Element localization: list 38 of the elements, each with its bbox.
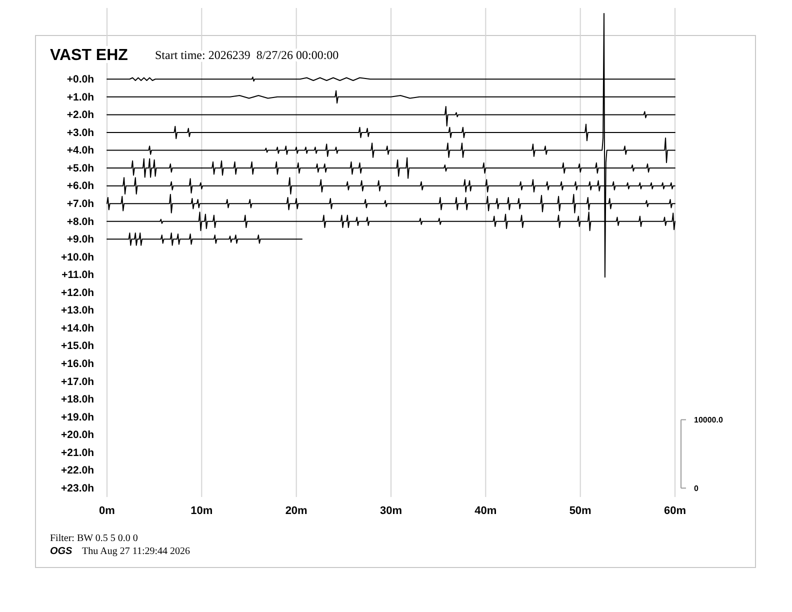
x-tick-label: 30m	[380, 504, 402, 517]
y-tick-label: +5.0h	[66, 162, 94, 174]
y-tick-label: +11.0h	[62, 269, 94, 282]
x-tick-label: 40m	[474, 504, 497, 517]
y-tick-label: +7.0h	[66, 198, 94, 210]
y-tick-label: +23.0h	[61, 482, 94, 494]
y-tick-label: +16.0h	[61, 358, 94, 370]
y-tick-label: +17.0h	[61, 376, 94, 388]
y-tick-label: +6.0h	[66, 180, 94, 192]
y-tick-label: +0.0h	[66, 73, 94, 86]
y2-tick-label: 0	[694, 484, 699, 493]
y2-tick-label: 10000.0	[694, 416, 724, 425]
x-tick-label: 20m	[285, 504, 308, 517]
text: Start time: 2026239 8/27/26 00:00:00	[155, 48, 339, 62]
y-tick-label: +20.0h	[61, 429, 94, 442]
y-tick-label: +3.0h	[66, 126, 94, 139]
x-tick-label: 50m	[569, 504, 592, 517]
y-tick-label: +15.0h	[61, 340, 94, 352]
y-tick-label: +10.0h	[61, 251, 94, 264]
y-tick-label: +13.0h	[61, 304, 94, 317]
x-tick-label: 10m	[190, 504, 213, 517]
y-tick-label: +21.0h	[61, 446, 94, 459]
line-series	[106, 232, 303, 246]
y-tick-label: +12.0h	[61, 286, 94, 299]
text: Filter: BW 0.5 5 0.0 0	[50, 533, 138, 544]
x-tick-label: 60m	[664, 504, 686, 517]
y-tick-label: +18.0h	[61, 394, 94, 406]
y-tick-label: +14.0h	[61, 322, 94, 334]
y-tick-label: +2.0h	[66, 109, 94, 122]
y-tick-label: +4.0h	[66, 144, 94, 157]
y-tick-label: +1.0h	[66, 91, 94, 104]
y-tick-label: +8.0h	[66, 216, 94, 228]
y-tick-label: +22.0h	[61, 464, 94, 477]
y-tick-label: +9.0h	[66, 234, 94, 246]
x-tick-label: 0m	[99, 504, 116, 517]
text: OGS Thu Aug 27 11:29:44 2026	[50, 546, 190, 557]
text: VAST EHZ	[50, 47, 128, 64]
y-tick-label: +19.0h	[61, 411, 94, 424]
